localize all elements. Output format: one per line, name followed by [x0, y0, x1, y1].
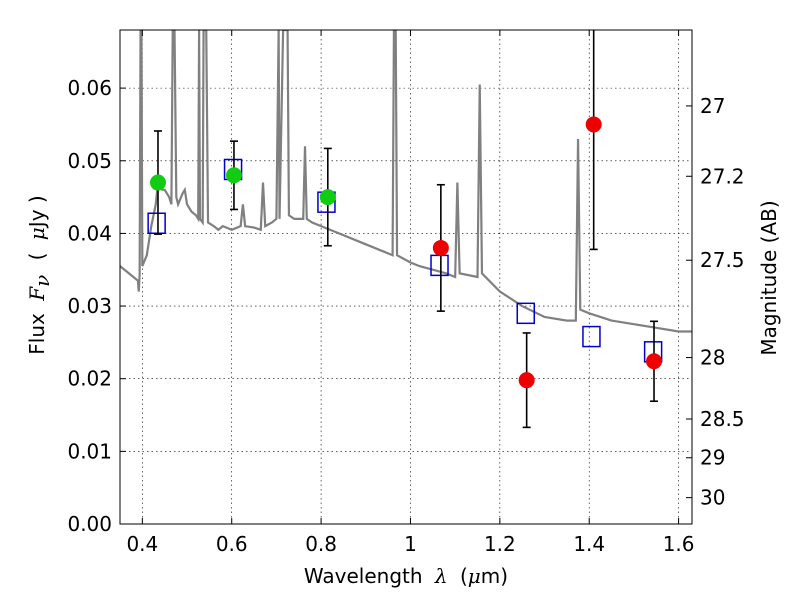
- y-tick-label: 0.02: [67, 367, 112, 391]
- y2-tick-label: 28: [700, 346, 725, 370]
- y2-tick-label: 27.2: [700, 164, 745, 188]
- y2-axis-label: Magnitude (AB): [757, 200, 781, 355]
- y2-tick-label: 30: [700, 486, 725, 510]
- x-tick-label: 1.2: [484, 532, 516, 556]
- y2-tick-label: 29: [700, 446, 725, 470]
- y-tick-label: 0.05: [67, 149, 112, 173]
- model-photometry-square: [582, 325, 601, 348]
- plot-area: [120, 30, 692, 429]
- observed-photometry-circle: [585, 116, 602, 133]
- observed-photometry-points: [149, 116, 663, 389]
- y-tick-label: 0.01: [67, 439, 112, 463]
- y-tick-label: 0.04: [67, 221, 112, 245]
- observed-photometry-circle: [319, 189, 336, 206]
- x-tick-label: 1.6: [663, 532, 695, 556]
- observed-photometry-circle: [432, 239, 449, 256]
- x-axis-label: Wavelength λ (μm): [304, 564, 508, 588]
- x-axis-ticks: 0.4 0.6 0.8 1 1.2 1.4 1.6: [126, 30, 695, 556]
- model-photometry-square: [516, 302, 536, 325]
- plot-frame: [119, 29, 693, 525]
- y2-tick-label: 28.5: [700, 407, 745, 431]
- x-tick-label: 1.4: [573, 532, 605, 556]
- y-axis-ticks: 0.00 0.01 0.02 0.03 0.04 0.05 0.06: [67, 76, 126, 536]
- observed-photometry-circle: [149, 174, 166, 191]
- observed-photometry-circle: [225, 167, 242, 184]
- y-axis-label: Flux Fν ( μJy ): [25, 195, 54, 354]
- observed-photometry-circle: [518, 372, 535, 389]
- x-tick-label: 0.6: [216, 532, 248, 556]
- x-tick-label: 0.8: [305, 532, 337, 556]
- model-spectrum-line: [120, 30, 692, 333]
- model-photometry-square: [147, 212, 166, 234]
- error-bars: [153, 30, 659, 429]
- y2-axis-ticks: 27 27.2 27.5 28 28.5 29 30: [686, 94, 745, 510]
- y2-tick-label: 27.5: [700, 248, 745, 272]
- y-tick-label: 0.03: [67, 294, 112, 318]
- x-tick-label: 1: [404, 532, 417, 556]
- y2-tick-label: 27: [700, 94, 725, 118]
- grid: [120, 30, 692, 525]
- observed-photometry-circle: [646, 353, 663, 370]
- y-tick-label: 0.00: [67, 512, 112, 536]
- y-tick-label: 0.06: [67, 76, 112, 100]
- x-tick-label: 0.4: [126, 532, 158, 556]
